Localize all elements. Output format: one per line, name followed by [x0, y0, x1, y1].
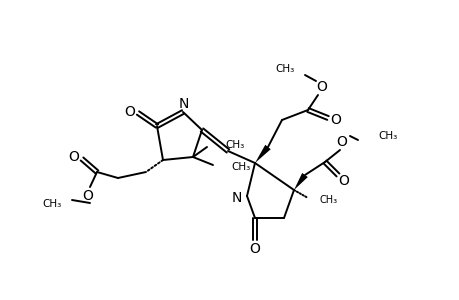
- Text: CH₃: CH₃: [377, 131, 397, 141]
- Text: O: O: [249, 242, 260, 256]
- Text: CH₃: CH₃: [275, 64, 294, 74]
- Text: O: O: [336, 135, 347, 149]
- Polygon shape: [254, 145, 270, 163]
- Text: O: O: [338, 174, 349, 188]
- Text: O: O: [68, 150, 79, 164]
- Text: CH₃: CH₃: [230, 162, 250, 172]
- Text: O: O: [82, 189, 93, 203]
- Text: CH₃: CH₃: [42, 199, 62, 209]
- Text: N: N: [231, 191, 241, 205]
- Text: CH₃: CH₃: [224, 140, 244, 150]
- Text: O: O: [316, 80, 327, 94]
- Text: CH₃: CH₃: [319, 195, 337, 205]
- Text: N: N: [179, 97, 189, 111]
- Polygon shape: [293, 173, 307, 190]
- Text: O: O: [330, 113, 341, 127]
- Text: O: O: [124, 105, 135, 119]
